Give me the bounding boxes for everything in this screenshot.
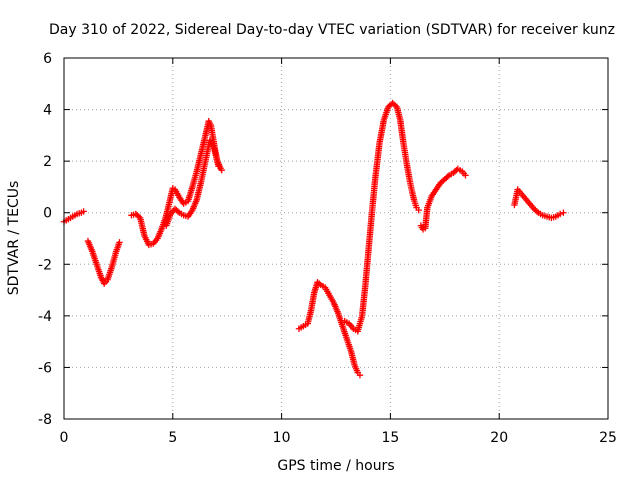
series-track-2 (84, 237, 123, 287)
data-point-marker (560, 209, 567, 216)
y-tick-label: 2 (43, 154, 52, 170)
data-point-marker (356, 371, 364, 379)
y-tick-label: 6 (43, 51, 52, 67)
y-tick-label: -2 (38, 257, 52, 273)
x-tick-label: 25 (599, 430, 617, 446)
x-tick-label: 20 (490, 430, 508, 446)
x-tick-label: 15 (381, 430, 399, 446)
data-point-marker (556, 210, 564, 218)
tick-layer: 0 5 10 15 20 25 -8 -6 -4 -2 0 2 4 6 (38, 51, 617, 446)
data-point-marker (215, 163, 222, 170)
data-point-marker (444, 173, 451, 180)
data-point-marker (80, 208, 87, 215)
x-axis-label: GPS time / hours (277, 458, 394, 474)
chart-title: Day 310 of 2022, Sidereal Day-to-day VTE… (49, 22, 615, 38)
series-track-6 (341, 99, 422, 335)
series-track-4 (163, 137, 222, 229)
y-tick-label: 4 (43, 103, 52, 119)
y-tick-label: -6 (38, 360, 52, 376)
data-point-marker (116, 239, 123, 246)
x-tick-label: 10 (273, 430, 291, 446)
x-tick-label: 5 (168, 430, 177, 446)
y-tick-label: -8 (38, 412, 52, 428)
y-tick-label: -4 (38, 309, 52, 325)
data-point-marker (218, 166, 225, 174)
data-point-marker (174, 208, 182, 215)
series-track-8 (511, 186, 567, 222)
series-track-1 (60, 208, 87, 225)
series-track-7 (417, 165, 469, 233)
data-marks (60, 99, 567, 379)
data-point-marker (533, 208, 541, 215)
y-axis-label: SDTVAR / TECUs (6, 181, 22, 296)
y-tick-label: 0 (43, 206, 52, 222)
grid-layer (64, 58, 608, 419)
data-point-marker (415, 206, 422, 214)
data-point-marker (462, 172, 469, 179)
series-track-3 (128, 117, 225, 249)
x-tick-label: 0 (60, 430, 69, 446)
plot-frame (63, 57, 609, 420)
